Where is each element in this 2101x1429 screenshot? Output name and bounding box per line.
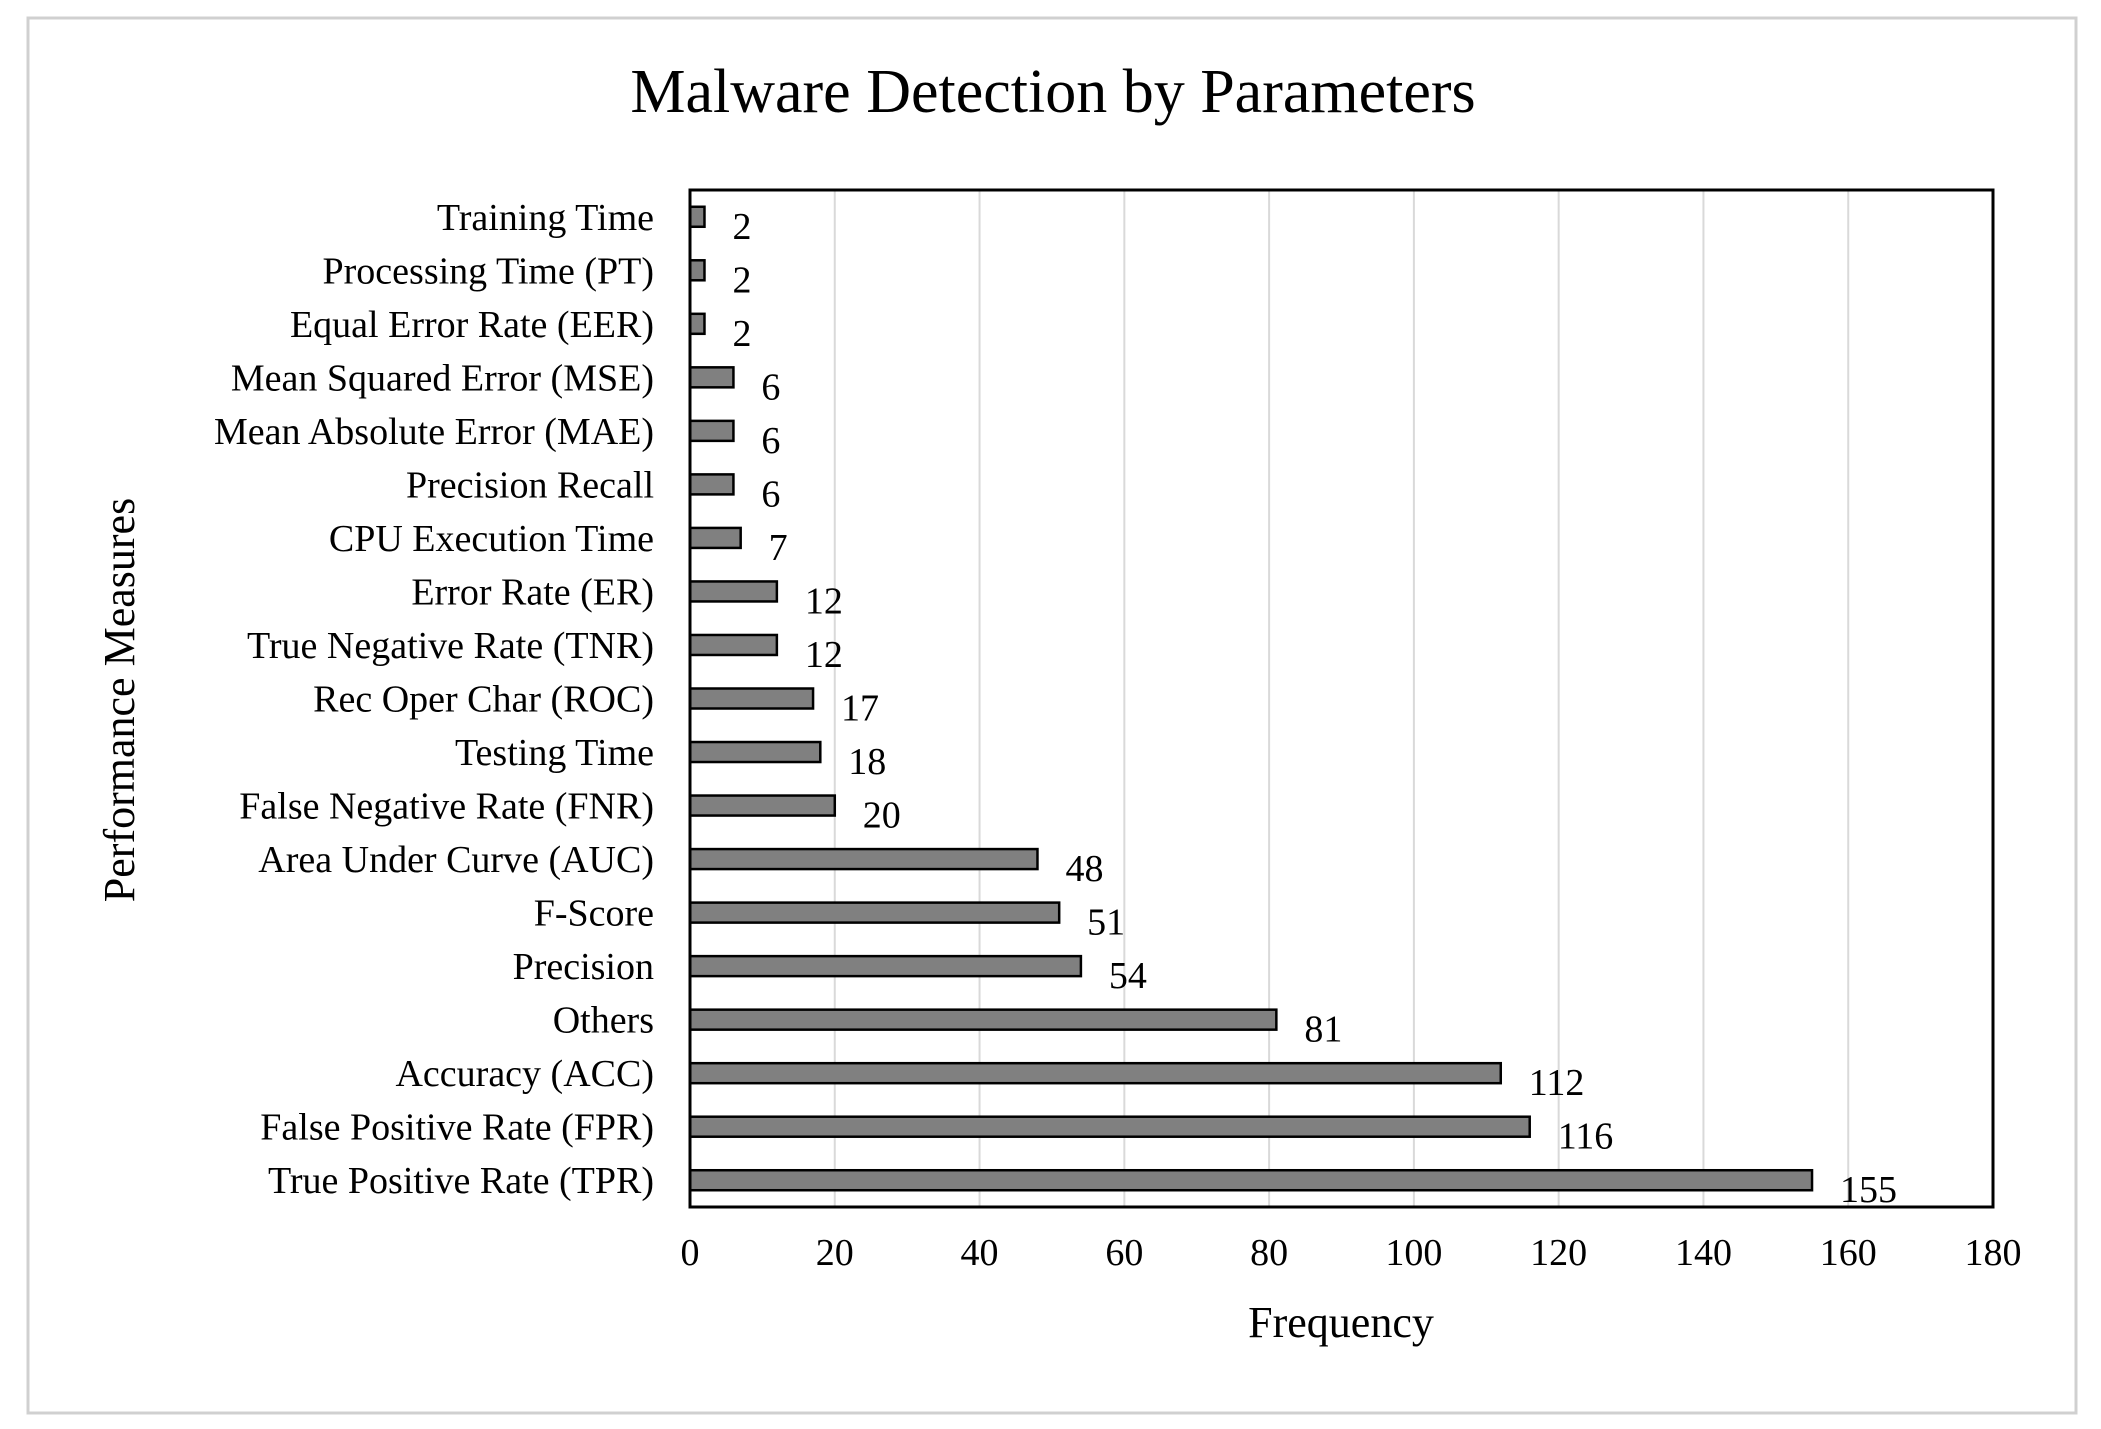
bar [688,580,779,603]
category-label: Area Under Curve (AUC) [258,839,654,881]
data-label: 12 [805,634,843,676]
x-tick-label: 100 [1385,1232,1442,1274]
x-tick-label: 20 [816,1232,854,1274]
bar [688,1115,1531,1138]
x-axis-label: Frequency [1248,1298,1434,1347]
data-label: 112 [1529,1062,1585,1104]
category-label: Precision Recall [406,464,654,506]
bars [688,205,1814,1192]
data-label: 54 [1109,955,1147,997]
data-label: 155 [1840,1169,1897,1211]
bar [688,687,815,710]
data-label: 12 [805,580,843,622]
data-label: 7 [769,527,788,569]
data-label: 6 [761,420,780,462]
category-labels: Training Time Processing Time (PT) Equal E… [214,197,654,1202]
category-label: Accuracy (ACC) [395,1053,654,1095]
data-label: 18 [848,741,886,783]
bar [688,1168,1814,1192]
category-label: Rec Oper Char (ROC) [313,679,654,721]
data-label: 2 [732,259,751,301]
category-label: Mean Squared Error (MSE) [231,357,654,399]
bar [688,526,742,550]
data-label: 2 [732,206,751,248]
data-label: 6 [761,366,780,408]
x-tick-label: 120 [1530,1232,1587,1274]
bar [688,954,1083,978]
category-label: True Negative Rate (TNR) [247,625,654,667]
bar [688,1008,1278,1031]
data-label: 2 [732,313,751,355]
category-label: Others [553,1000,654,1042]
x-tick-label: 0 [681,1232,700,1274]
x-tick-label: 80 [1250,1232,1288,1274]
bar [688,740,822,764]
bar [688,259,706,282]
category-label: Error Rate (ER) [411,571,654,613]
plot-frame [688,188,1995,1209]
x-tick-label: 40 [961,1232,999,1274]
data-label: 51 [1087,902,1125,944]
gridlines [833,190,1850,1207]
y-axis-label: Performance Measures [95,498,144,902]
x-tick-label: 160 [1820,1232,1877,1274]
category-label: F-Score [534,893,654,935]
bar [688,847,1039,871]
data-label: 116 [1558,1116,1614,1158]
data-label: 17 [841,688,879,730]
category-label: Testing Time [455,732,654,774]
bar [688,205,706,229]
x-tick-label: 60 [1105,1232,1143,1274]
category-label: Precision [513,946,654,988]
bar [688,1061,1503,1085]
data-label: 20 [863,795,901,837]
x-tick-label: 180 [1965,1232,2022,1274]
x-tick-label: 140 [1675,1232,1732,1274]
category-label: Equal Error Rate (EER) [290,304,654,346]
data-label: 48 [1065,848,1103,890]
chart-title: Malware Detection by Parameters [630,58,1475,126]
x-tick-labels: 0 20 40 60 80 100 120 140 160 180 [681,1232,2022,1274]
data-label: 81 [1304,1009,1342,1051]
bar [688,633,779,657]
category-label: Mean Absolute Error (MAE) [214,411,654,453]
category-label: Processing Time (PT) [323,250,654,292]
category-label: Training Time [437,197,654,239]
bar [688,473,735,496]
category-label: False Positive Rate (FPR) [260,1107,654,1149]
data-label: 6 [761,473,780,515]
bar [688,794,837,817]
bar [688,312,706,336]
bar [688,419,735,443]
category-label: CPU Execution Time [329,518,654,560]
category-label: False Negative Rate (FNR) [239,786,654,828]
bar [688,901,1061,924]
category-label: True Positive Rate (TPR) [268,1160,654,1202]
bar [688,366,735,389]
